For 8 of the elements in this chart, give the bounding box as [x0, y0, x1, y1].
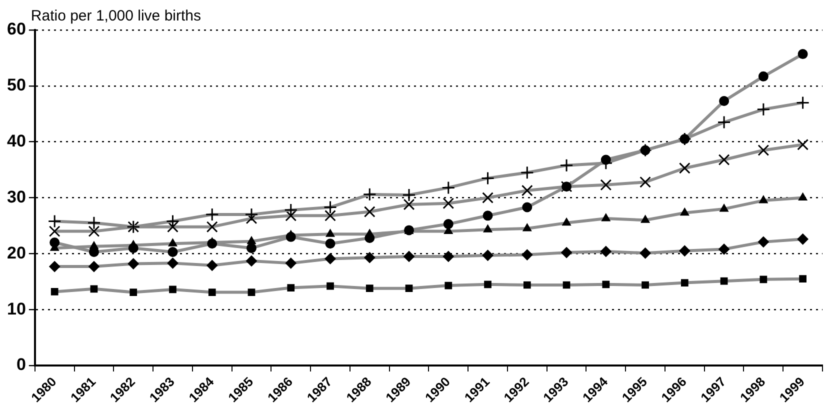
y-tick-label: 10	[6, 299, 26, 318]
y-tick-label: 20	[6, 243, 26, 262]
y-tick-label: 30	[6, 187, 26, 206]
y-tick-label: 0	[16, 355, 26, 374]
y-tick-label: 40	[6, 132, 26, 151]
y-axis-title: Ratio per 1,000 live births	[30, 8, 202, 25]
y-tick-label: 50	[6, 76, 26, 95]
y-tick-label: 60	[6, 20, 26, 39]
